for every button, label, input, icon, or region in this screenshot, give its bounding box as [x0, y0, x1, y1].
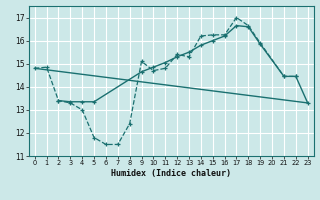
X-axis label: Humidex (Indice chaleur): Humidex (Indice chaleur): [111, 169, 231, 178]
